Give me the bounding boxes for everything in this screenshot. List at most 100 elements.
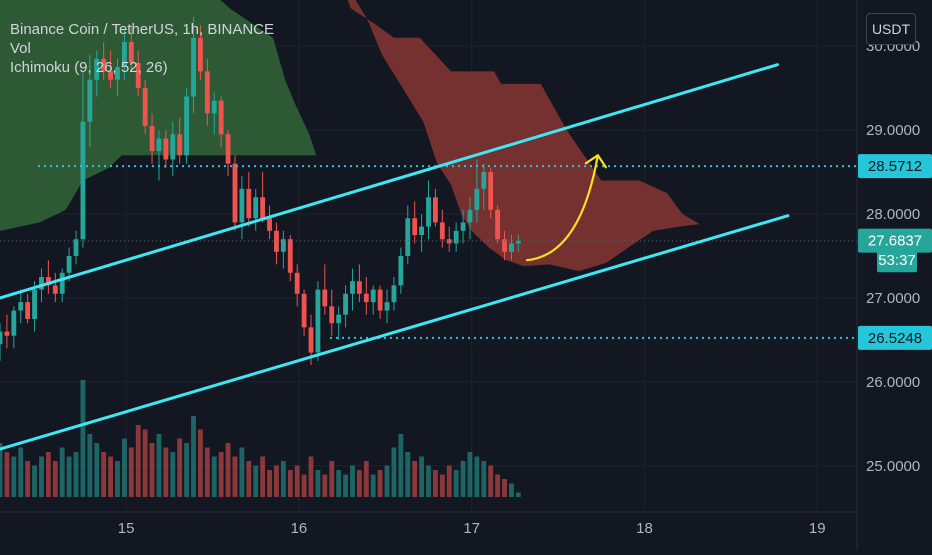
volume-bar <box>495 474 501 497</box>
volume-bar <box>204 447 210 497</box>
volume-bar <box>439 474 445 497</box>
candle-body <box>108 71 113 80</box>
candle-body <box>170 134 176 160</box>
candle-body <box>294 272 300 294</box>
arrow-head <box>584 154 607 169</box>
candle-body <box>232 163 238 223</box>
candle-body <box>198 37 203 72</box>
candle-body <box>135 62 141 89</box>
volume-bar <box>322 474 328 497</box>
volume-bar <box>426 465 431 497</box>
volume-bar <box>156 434 162 497</box>
volume-bar <box>218 452 224 497</box>
volume-bar <box>108 456 113 497</box>
candle-body <box>184 96 190 156</box>
volume-bar <box>391 447 397 497</box>
price-tags: 28.5712 27.6837 53:37 26.5248 <box>858 154 932 350</box>
price-tag-bg <box>858 154 932 179</box>
candle-body <box>253 197 259 219</box>
volume-bar <box>177 438 183 497</box>
price-tick-label: 26.0000 <box>866 374 920 391</box>
candle-body <box>412 218 418 236</box>
candle-body <box>121 41 127 68</box>
volume-bar <box>239 447 245 497</box>
candle-body <box>260 197 266 219</box>
candle-body <box>115 67 120 80</box>
candle-body <box>356 281 362 294</box>
candle-body <box>39 276 44 290</box>
candle-body <box>453 230 459 244</box>
candle-body <box>377 289 383 311</box>
ichimoku-legend[interactable]: Ichimoku (9, 26, 52, 26) <box>10 59 168 76</box>
candle-body <box>177 134 183 156</box>
volume-bar <box>25 461 31 497</box>
price-tag-label: 27.6837 <box>868 233 922 250</box>
volume-bar <box>198 429 203 497</box>
volume-bar <box>274 465 279 497</box>
volume-bar <box>350 465 355 497</box>
volume-bar <box>128 447 134 497</box>
candle-body <box>191 37 196 97</box>
candle-body <box>80 121 86 240</box>
candle-body <box>495 209 501 240</box>
candle-body <box>25 302 31 319</box>
volume-bar <box>343 474 348 497</box>
price-tag-bg <box>858 228 932 253</box>
candle-body <box>391 285 397 303</box>
candle-body <box>59 272 65 294</box>
volume-legend[interactable]: Vol <box>10 40 31 57</box>
candle-body <box>211 100 217 114</box>
price-tag-label: 26.5248 <box>868 330 922 347</box>
candle-body <box>142 88 148 126</box>
candle-body <box>405 218 411 256</box>
price-tag-bg <box>858 325 932 350</box>
volume-bar <box>73 452 79 497</box>
time-tick-label: 18 <box>636 520 653 537</box>
candle-body <box>467 209 473 223</box>
candle-body <box>280 239 286 252</box>
candle-body <box>301 293 307 328</box>
candle-body <box>225 134 231 164</box>
channel-line <box>0 214 790 451</box>
time-tick-label: 19 <box>809 520 826 537</box>
volume-bar <box>149 443 155 497</box>
volume-bar <box>446 465 452 497</box>
candle-body <box>101 58 107 72</box>
volume-bar <box>509 483 514 497</box>
projection-arrow[interactable] <box>525 154 607 262</box>
volume-bar <box>246 461 252 497</box>
channel-lines[interactable] <box>0 63 790 451</box>
candle-body <box>66 256 72 273</box>
candle-body <box>267 218 272 231</box>
candle-body <box>439 222 445 240</box>
candle-body <box>11 310 17 336</box>
volume-bar <box>163 447 169 497</box>
volume-bar <box>329 461 335 497</box>
volume-bar <box>502 479 507 497</box>
candle-body <box>370 289 376 303</box>
volume-bar <box>384 465 390 497</box>
volume-bar <box>515 492 521 497</box>
volume-bar <box>232 456 238 497</box>
candle-body <box>502 239 507 252</box>
volume-bar <box>308 456 314 497</box>
candle-body <box>45 276 51 286</box>
candle-body <box>398 256 404 286</box>
candle-body <box>363 293 369 303</box>
volume-bar <box>280 461 286 497</box>
volume-bar <box>87 434 93 497</box>
volume-bar <box>398 434 404 497</box>
volume-bar <box>405 452 411 497</box>
currency-button[interactable]: USDT <box>866 13 916 45</box>
price-tick-label: 28.0000 <box>866 206 920 223</box>
candle-body <box>94 58 100 80</box>
candle-body <box>156 138 162 152</box>
candle-body <box>315 289 321 353</box>
candle-body <box>509 243 514 252</box>
volume-bar <box>211 456 217 497</box>
symbol-title[interactable]: Binance Coin / TetherUS, 1h, BINANCE <box>10 21 275 38</box>
volume-bar <box>191 416 196 497</box>
candle-body <box>128 41 134 63</box>
